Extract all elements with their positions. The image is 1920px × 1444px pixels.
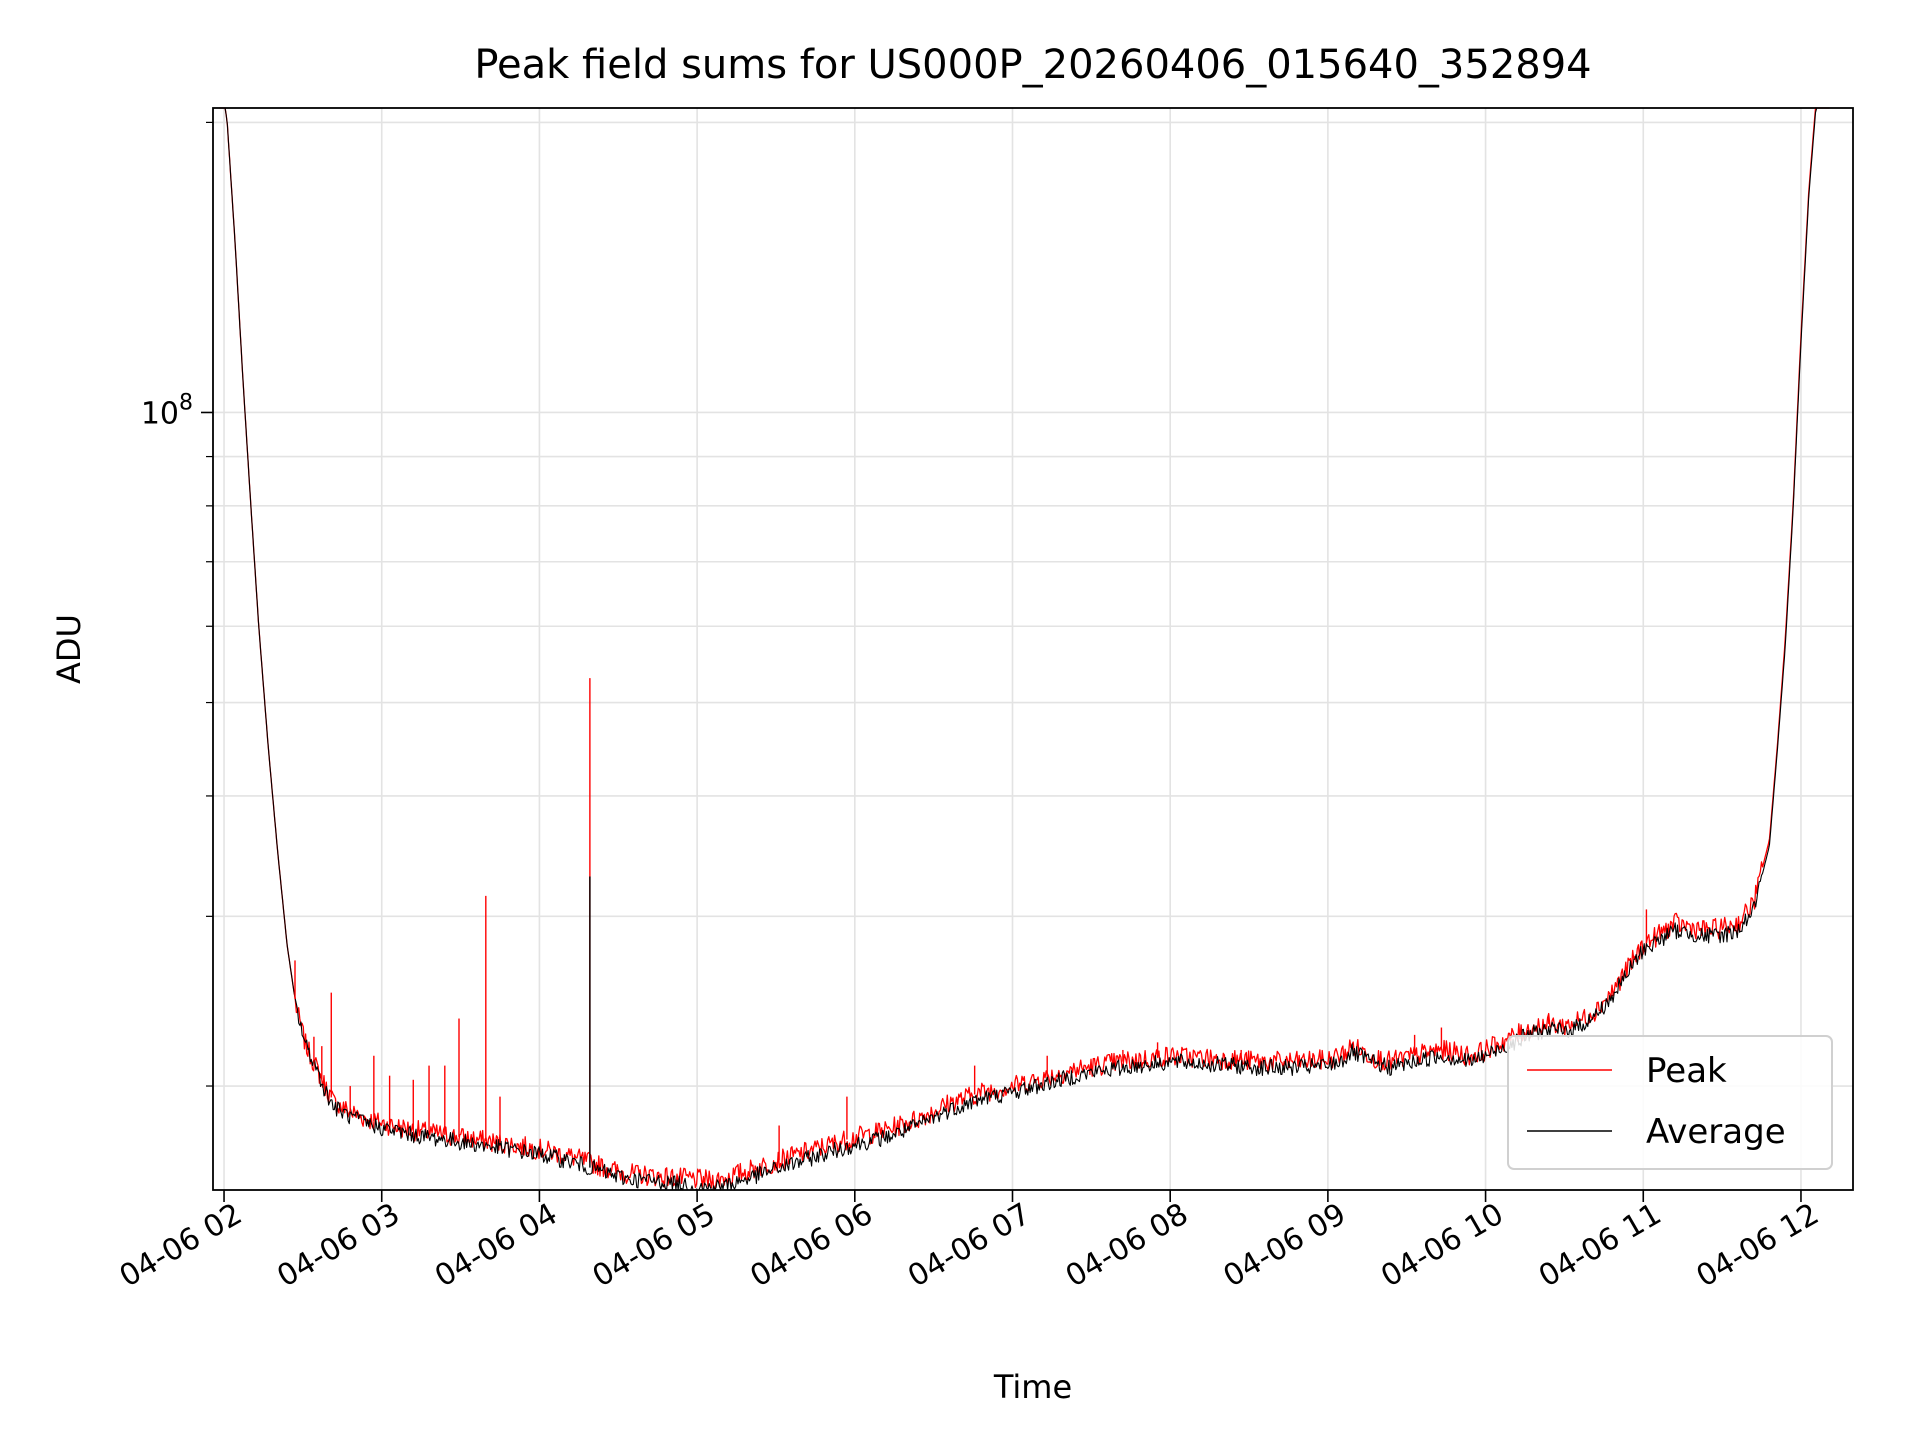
- y-axis-label: ADU: [50, 614, 88, 684]
- chart-title: Peak field sums for US000P_20260406_0156…: [474, 42, 1591, 88]
- series-layer: [219, 107, 1830, 1191]
- grid-layer: [213, 108, 1853, 1190]
- legend: Peak Average: [1507, 1035, 1833, 1170]
- y-tick-base: 10: [141, 396, 179, 431]
- series-line-average: [219, 107, 1830, 1191]
- x-axis-label: Time: [993, 1368, 1072, 1406]
- y-tick-label: 108: [141, 390, 193, 431]
- legend-label-average: Average: [1646, 1112, 1786, 1152]
- plot-frame: [212, 107, 1854, 1191]
- y-tick-exponent: 8: [179, 390, 193, 415]
- legend-label-peak: Peak: [1646, 1051, 1727, 1091]
